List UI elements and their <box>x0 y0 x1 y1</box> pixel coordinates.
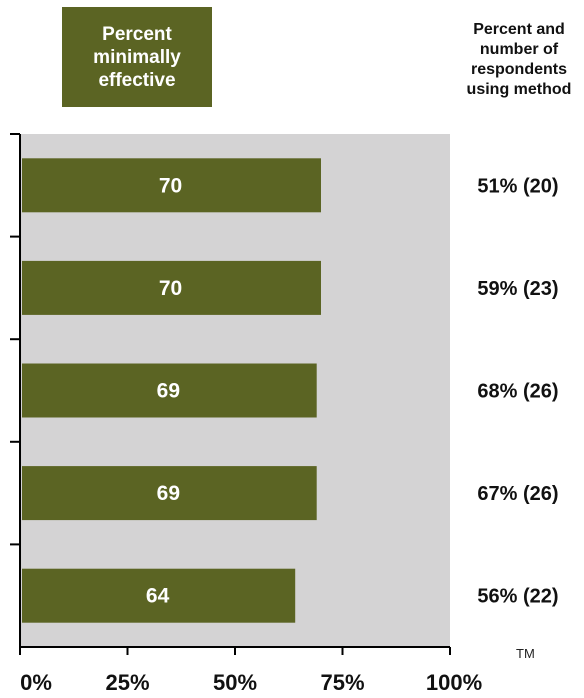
x-tick-label: 0% <box>20 670 52 695</box>
bar <box>22 466 317 521</box>
bar-value-label: 69 <box>157 482 180 505</box>
bar <box>22 363 317 418</box>
bar <box>22 260 321 315</box>
x-tick-label: 25% <box>105 670 149 695</box>
bar-value-label: 64 <box>146 585 170 608</box>
x-tick-label: 50% <box>213 670 257 695</box>
respondent-label: 59% (23) <box>477 278 558 300</box>
respondent-label: 68% (26) <box>477 381 558 403</box>
x-tick-labels: 0% 25% 50% 75% 100% <box>20 670 482 695</box>
column-header: Percent and number of respondents using … <box>466 21 572 98</box>
bar <box>22 568 296 623</box>
respondent-labels: 51% (20) 59% (23) 68% (26) 67% (26) 56% (22) <box>477 175 558 607</box>
respondent-label: 56% (22) <box>477 586 558 608</box>
bar-value-label: 70 <box>159 277 182 300</box>
bar-value-label: 70 <box>159 174 182 197</box>
respondent-label: 67% (26) <box>477 483 558 505</box>
trademark-mark: TM <box>516 646 535 661</box>
bar-value-label: 69 <box>157 380 180 403</box>
legend-label: Percent minimally effective <box>93 23 181 91</box>
respondent-label: 51% (20) <box>477 175 558 197</box>
axes <box>10 133 451 655</box>
bar <box>22 158 321 213</box>
legend-box: Percent minimally effective <box>62 7 212 107</box>
x-tick-label: 100% <box>426 670 482 695</box>
x-tick-label: 75% <box>320 670 364 695</box>
bars: 70 70 69 69 64 <box>22 158 321 623</box>
